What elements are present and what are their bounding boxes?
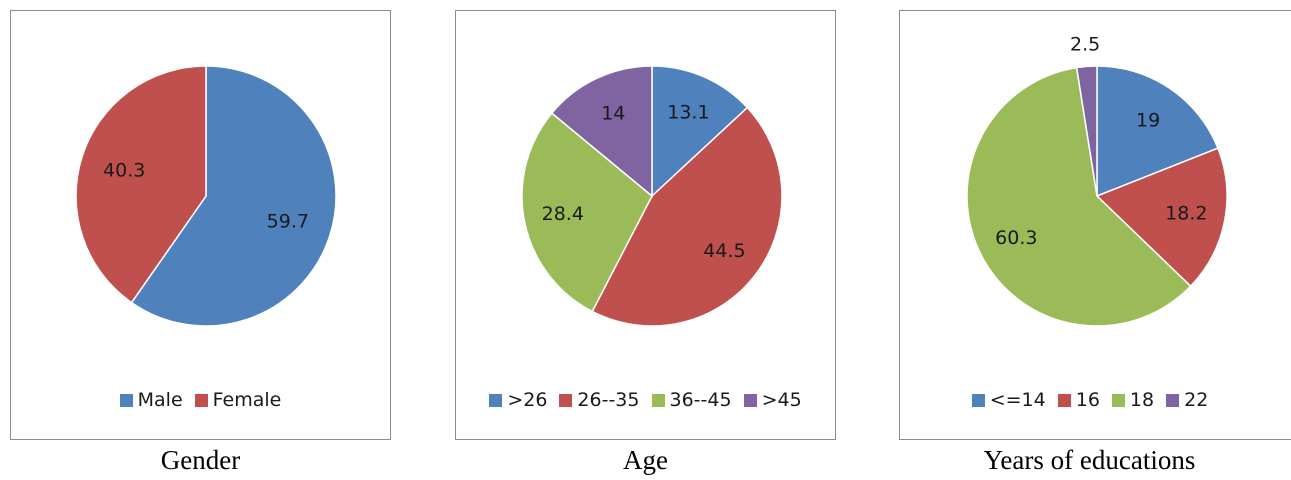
gender-slice-1 <box>75 65 207 304</box>
gender-legend-label-1: Female <box>212 389 282 411</box>
age-data-label-3: 14 <box>601 103 625 125</box>
age-legend-item-2: 36--45 <box>651 389 732 411</box>
age-data-label-0: 13.1 <box>667 102 709 124</box>
education-legend-item-0: <=14 <box>971 389 1046 411</box>
education-caption: Years of educations <box>983 445 1196 475</box>
education-legend-swatch-2 <box>1111 393 1125 407</box>
gender-legend-swatch-0 <box>119 393 133 407</box>
education-pie-chart: 19 18.2 60.3 2.5 <box>966 34 1228 327</box>
age-legend-swatch-1 <box>559 393 573 407</box>
gender-slice-0 <box>130 65 337 327</box>
age-slice-1 <box>591 106 783 327</box>
age-slice-3 <box>550 65 653 198</box>
gender-legend-item-1: Female <box>194 389 282 411</box>
age-legend-label-2: 36--45 <box>669 389 732 411</box>
age-legend-label-3: >45 <box>761 389 802 411</box>
education-slice-0 <box>1096 65 1219 198</box>
age-data-label-1: 44.5 <box>703 240 745 262</box>
gender-legend-swatch-1 <box>194 393 208 407</box>
education-slice-1 <box>1095 147 1228 288</box>
education-legend-label-2: 18 <box>1129 389 1155 411</box>
age-legend-label-0: >26 <box>507 389 548 411</box>
gender-pie-chart: 59.7 40.3 <box>75 65 337 327</box>
age-slice-0 <box>651 65 749 198</box>
education-legend-swatch-0 <box>971 393 985 407</box>
education-data-label-3: 2.5 <box>1070 34 1100 56</box>
age-legend-swatch-0 <box>489 393 503 407</box>
gender-data-label-1: 40.3 <box>103 159 145 181</box>
education-legend-item-2: 18 <box>1111 389 1155 411</box>
education-legend-swatch-3 <box>1166 393 1180 407</box>
education-slice-3 <box>1075 65 1098 197</box>
age-legend-swatch-3 <box>743 393 757 407</box>
age-legend: >26 26--35 36--45 >45 <box>456 389 835 411</box>
gender-legend: Male Female <box>11 389 390 411</box>
age-legend-label-1: 26--35 <box>577 389 640 411</box>
education-data-label-2: 60.3 <box>995 227 1037 249</box>
education-slice-2 <box>966 66 1192 327</box>
age-legend-item-0: >26 <box>489 389 547 411</box>
education-legend-label-0: <=14 <box>989 389 1046 411</box>
gender-legend-item-0: Male <box>119 389 183 411</box>
education-legend: <=14 16 18 22 <box>900 389 1280 411</box>
gender-chart-panel: 59.7 40.3 Male Female <box>10 10 391 440</box>
gender-data-label-0: 59.7 <box>267 211 309 233</box>
age-pie-chart: 13.1 44.5 28.4 14 <box>521 65 783 327</box>
education-legend-swatch-1 <box>1057 393 1071 407</box>
education-legend-label-3: 22 <box>1184 389 1209 411</box>
education-legend-label-1: 16 <box>1075 389 1100 411</box>
education-chart-panel: 19 18.2 60.3 2.5 <=14 16 18 22 <box>899 10 1291 440</box>
age-legend-item-3: >45 <box>743 389 802 411</box>
age-slice-2 <box>521 112 653 313</box>
age-chart-panel: 13.1 44.5 28.4 14 >26 26--35 36--45 >45 <box>455 10 836 440</box>
gender-legend-label-0: Male <box>137 389 183 411</box>
education-data-label-1: 18.2 <box>1165 203 1207 225</box>
age-legend-swatch-2 <box>651 393 665 407</box>
education-legend-item-1: 16 <box>1057 389 1100 411</box>
education-legend-item-3: 22 <box>1166 389 1208 411</box>
age-caption: Age <box>623 445 668 475</box>
gender-caption: Gender <box>160 445 241 475</box>
age-legend-item-1: 26--35 <box>559 389 640 411</box>
education-data-label-0: 19 <box>1136 110 1160 132</box>
age-data-label-2: 28.4 <box>542 203 584 225</box>
